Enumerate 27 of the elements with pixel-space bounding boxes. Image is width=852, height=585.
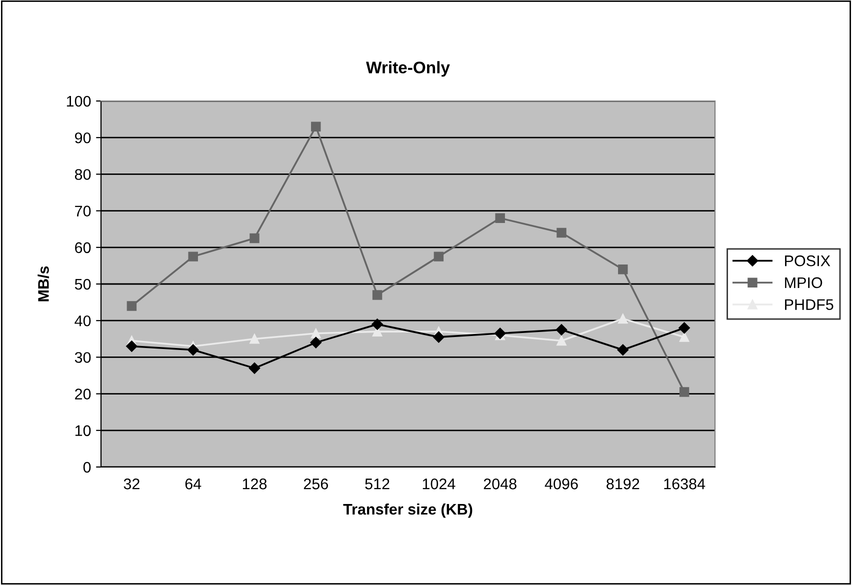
y-tick-label: 10 — [75, 425, 91, 436]
y-tick-label: 90 — [75, 132, 91, 144]
x-tick-label: 256 — [304, 478, 328, 490]
x-tick-label: 8192 — [606, 478, 640, 490]
x-tick-label: 2048 — [484, 478, 516, 490]
y-tick-label: 60 — [75, 242, 91, 254]
legend-label: POSIX — [785, 255, 830, 266]
y-tick-label: 80 — [74, 169, 91, 180]
x-tick-label: 32 — [124, 478, 140, 490]
y-tick-label: 50 — [74, 278, 91, 290]
y-tick-label: 0 — [83, 462, 91, 473]
y-tick-label: 100 — [66, 96, 91, 107]
y-tick-label: 30 — [74, 352, 91, 363]
legend-label: MPIO — [785, 277, 822, 288]
x-tick-label: 64 — [185, 478, 202, 490]
x-tick-label: 4096 — [544, 478, 578, 490]
chart-title: Write-Only — [366, 61, 450, 77]
x-axis-title: Transfer size (KB) — [343, 503, 472, 518]
x-tick-label: 1024 — [422, 478, 456, 490]
y-tick-label: 40 — [74, 315, 91, 326]
legend-label: PHDF5 — [785, 299, 834, 310]
y-tick-label: 20 — [75, 388, 91, 400]
x-tick-label: 16384 — [664, 478, 706, 490]
y-tick-label: 70 — [75, 206, 91, 216]
y-axis-title: MB/s — [38, 266, 50, 302]
x-tick-label: 128 — [242, 478, 267, 490]
x-tick-label: 512 — [365, 478, 390, 490]
